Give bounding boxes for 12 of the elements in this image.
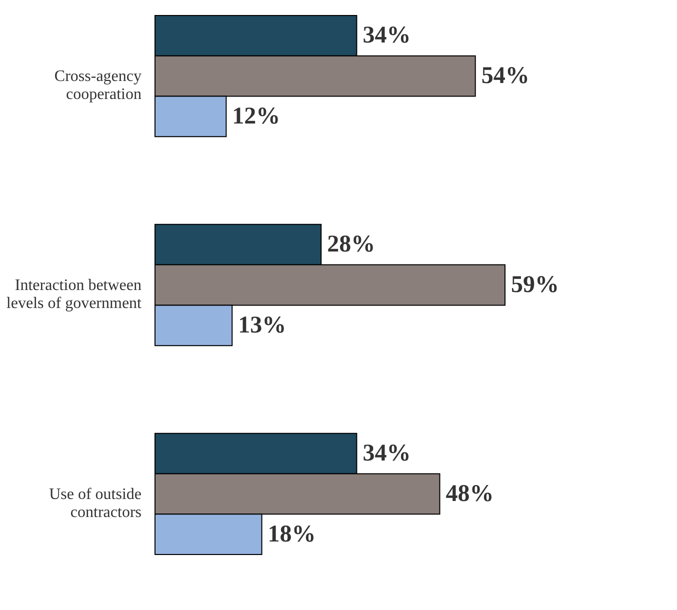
data-label: 34% — [362, 22, 411, 49]
data-label: 34% — [362, 440, 411, 467]
y-tick-label: Interaction between levels of government — [6, 277, 142, 312]
data-label: 48% — [446, 480, 494, 507]
y-tick-label: Use of outside contractors — [49, 486, 142, 521]
data-label: 28% — [327, 232, 376, 258]
data-label: 13% — [238, 312, 286, 338]
data-label: 59% — [511, 272, 559, 298]
data-label: 54% — [481, 63, 530, 90]
y-tick-label: Cross-agency cooperation — [54, 68, 142, 104]
data-label: 18% — [268, 521, 316, 548]
data-label: 12% — [232, 103, 280, 130]
